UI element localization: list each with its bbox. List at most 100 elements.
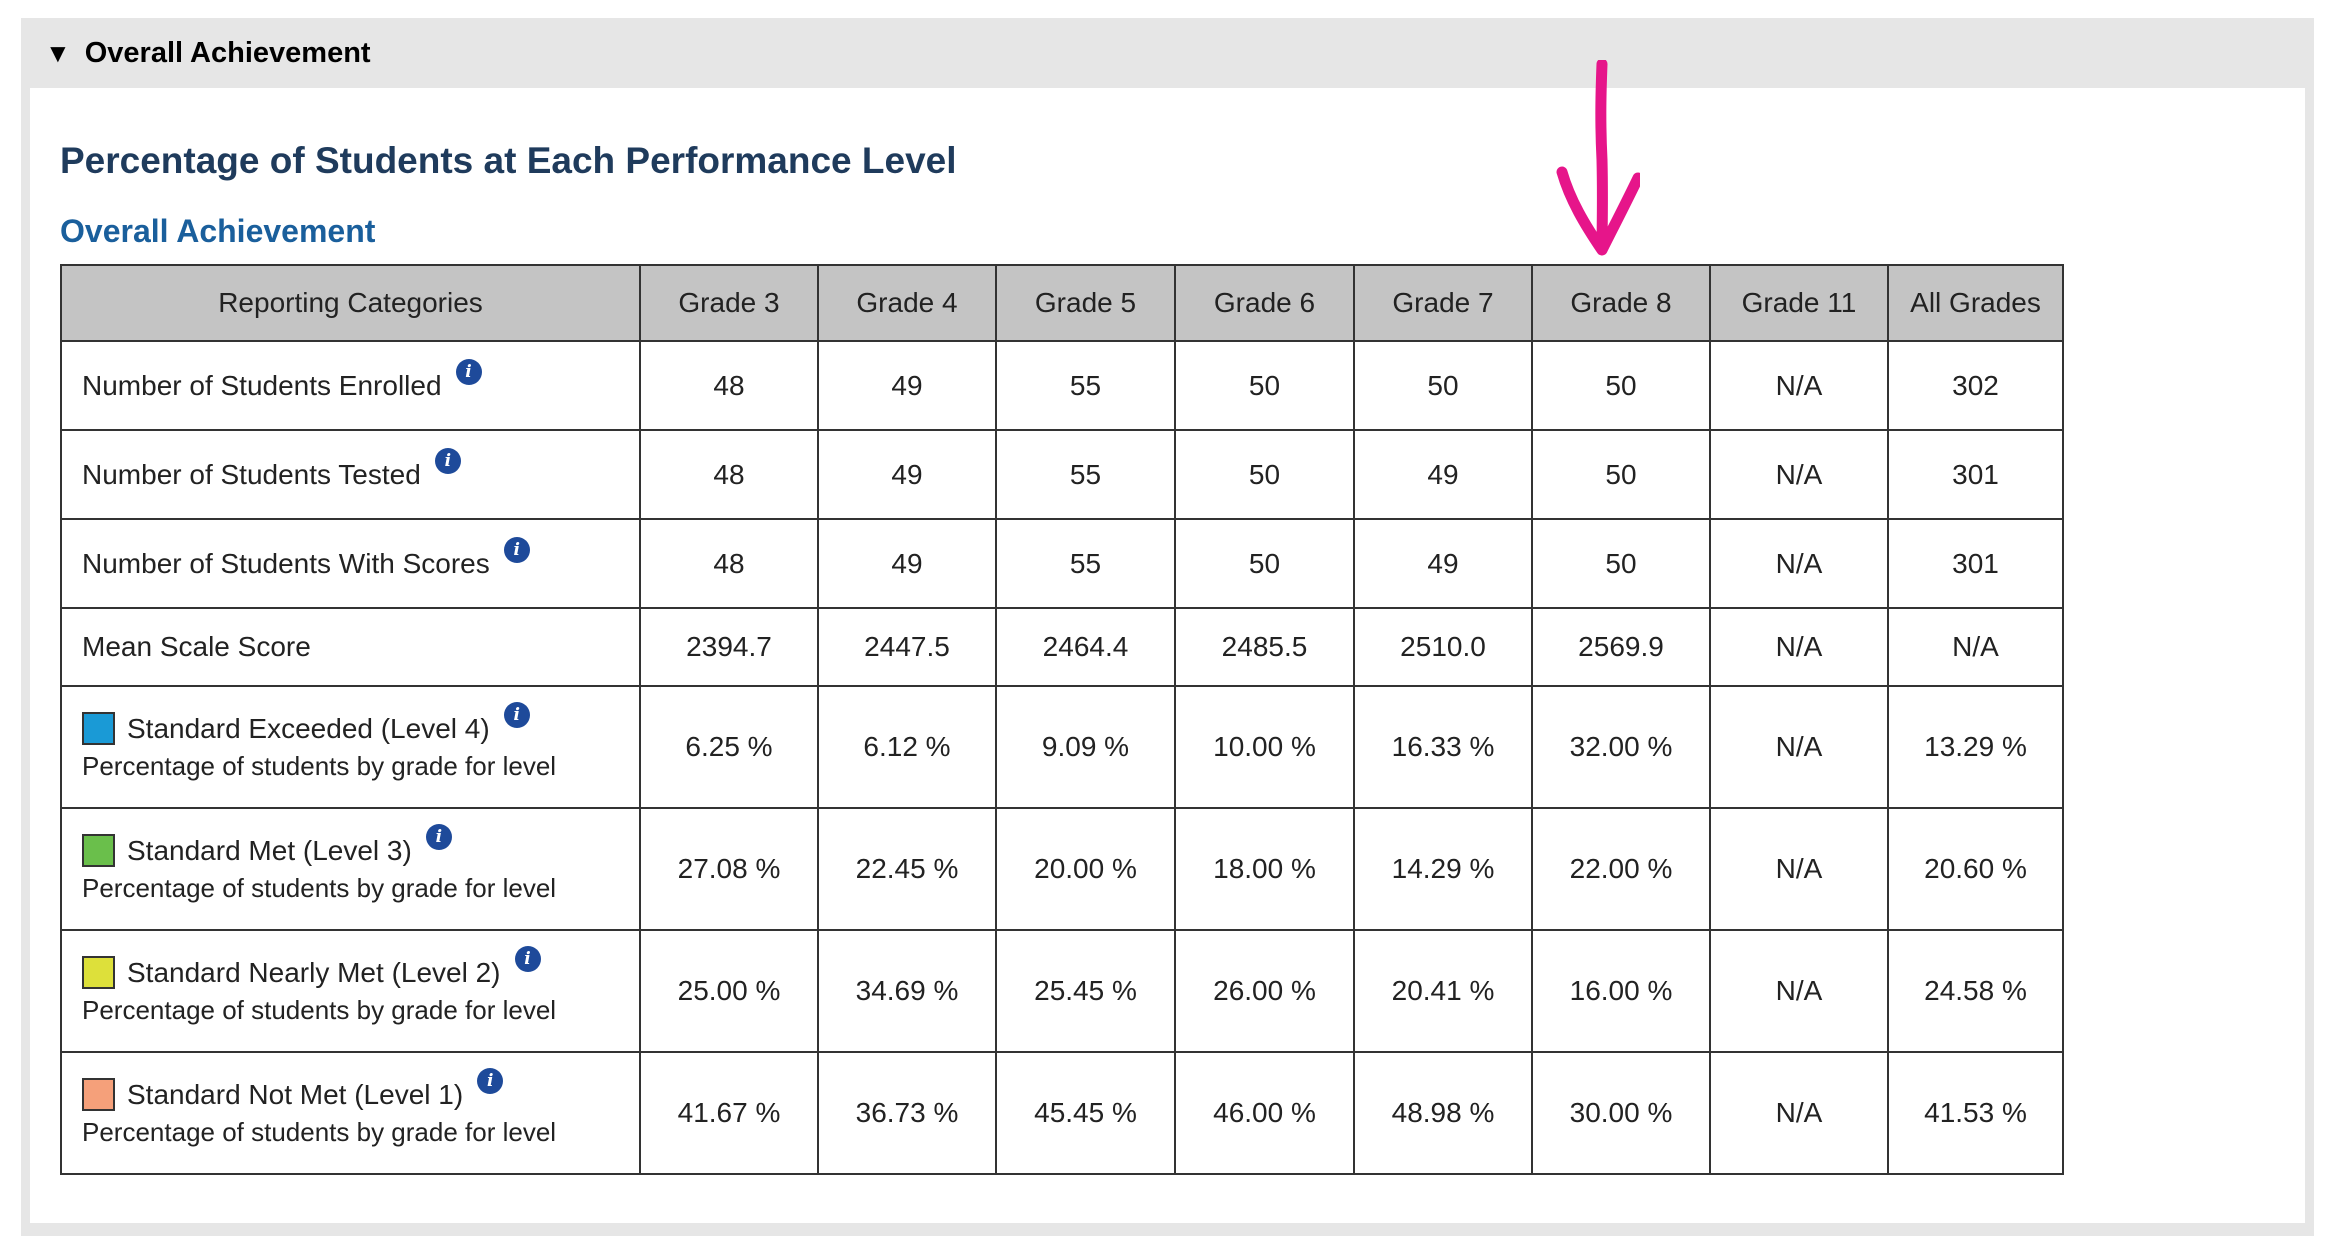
table-cell: 46.00 % [1174,1051,1355,1175]
level-2-color-swatch [82,956,115,989]
table-cell: 49 [817,340,997,431]
level-1-color-swatch [82,1078,115,1111]
row-label-cell: Number of Students Tested i [60,429,641,520]
header-grade-7: Grade 7 [1353,264,1533,342]
table-cell: 26.00 % [1174,929,1355,1053]
table-cell: 13.29 % [1887,685,2064,809]
table-cell: 36.73 % [817,1051,997,1175]
info-icon[interactable]: i [503,701,530,728]
table-cell: 2510.0 [1353,607,1533,687]
table-cell: 2464.4 [995,607,1176,687]
table-cell: N/A [1709,929,1889,1053]
info-icon[interactable]: i [503,536,530,563]
header-grade-5: Grade 5 [995,264,1176,342]
row-label-cell: Mean Scale Score [60,607,641,687]
table-cell: 14.29 % [1353,807,1533,931]
table-header-row: Reporting Categories Grade 3 Grade 4 Gra… [60,264,2064,342]
table-cell: 55 [995,340,1176,431]
table-cell: 50 [1531,429,1711,520]
table-cell: N/A [1709,685,1889,809]
table-cell: 2394.7 [639,607,819,687]
row-label: Standard Met (Level 3) [127,834,412,866]
table-cell: 50 [1531,340,1711,431]
table-cell: 6.25 % [639,685,819,809]
collapse-triangle-icon[interactable]: ▼ [45,38,71,68]
table-cell: 2447.5 [817,607,997,687]
level-3-color-swatch [82,834,115,867]
table-row-with-scores: Number of Students With Scores i 48 49 5… [60,518,2064,609]
table-cell: N/A [1709,429,1889,520]
row-label-cell: Standard Met (Level 3) i Percentage of s… [60,807,641,931]
row-label-cell: Standard Not Met (Level 1) i Percentage … [60,1051,641,1175]
table-cell: 49 [817,429,997,520]
table-cell: N/A [1709,1051,1889,1175]
row-label: Standard Not Met (Level 1) [127,1078,464,1110]
header-grade-11: Grade 11 [1709,264,1889,342]
row-label: Number of Students With Scores [82,547,490,579]
header-grade-8: Grade 8 [1531,264,1711,342]
table-cell: 22.45 % [817,807,997,931]
table-cell: 48.98 % [1353,1051,1533,1175]
table-cell: 49 [1353,518,1533,609]
table-row-level-3: Standard Met (Level 3) i Percentage of s… [60,807,2064,931]
table-cell: N/A [1709,518,1889,609]
table-cell: 50 [1174,429,1355,520]
header-grade-6: Grade 6 [1174,264,1355,342]
table-cell: 18.00 % [1174,807,1355,931]
table-cell: 16.33 % [1353,685,1533,809]
table-cell: 2569.9 [1531,607,1711,687]
table-cell: 16.00 % [1531,929,1711,1053]
row-label: Standard Nearly Met (Level 2) [127,956,501,988]
page-title: Percentage of Students at Each Performan… [60,140,957,181]
table-cell: 50 [1174,340,1355,431]
table-cell: N/A [1709,340,1889,431]
section-summary-label[interactable]: Overall Achievement [84,36,371,69]
table-cell: 25.00 % [639,929,819,1053]
row-label-cell: Number of Students With Scores i [60,518,641,609]
table-row-enrolled: Number of Students Enrolled i 48 49 55 5… [60,340,2064,431]
table-cell: 20.00 % [995,807,1176,931]
table-cell: 30.00 % [1531,1051,1711,1175]
table-cell: 41.67 % [639,1051,819,1175]
table-cell: 50 [1174,518,1355,609]
info-icon[interactable]: i [477,1067,504,1094]
performance-level-table: Reporting Categories Grade 3 Grade 4 Gra… [60,264,2064,1175]
header-reporting-categories: Reporting Categories [60,264,641,342]
table-cell: 48 [639,429,819,520]
row-label: Standard Exceeded (Level 4) [127,712,490,744]
table-cell: 22.00 % [1531,807,1711,931]
table-cell: 27.08 % [639,807,819,931]
table-cell: 20.41 % [1353,929,1533,1053]
overall-achievement-section: ▼ Overall Achievement Percentage of Stud… [21,18,2314,1236]
row-label: Number of Students Enrolled [82,369,442,401]
section-content: Percentage of Students at Each Performan… [30,88,2305,1223]
table-cell: 9.09 % [995,685,1176,809]
table-cell: 32.00 % [1531,685,1711,809]
level-4-color-swatch [82,712,115,745]
table-cell: 301 [1887,429,2064,520]
table-cell: 50 [1353,340,1533,431]
table-cell: 10.00 % [1174,685,1355,809]
table-cell: 50 [1531,518,1711,609]
info-icon[interactable]: i [434,447,461,474]
table-cell: 55 [995,518,1176,609]
table-cell: 24.58 % [1887,929,2064,1053]
table-cell: N/A [1887,607,2064,687]
info-icon[interactable]: i [425,823,452,850]
row-sublabel: Percentage of students by grade for leve… [82,995,557,1025]
table-cell: 41.53 % [1887,1051,2064,1175]
overall-achievement-toggle[interactable]: ▼ Overall Achievement [21,18,2314,88]
table-cell: 49 [1353,429,1533,520]
info-icon[interactable]: i [455,358,482,385]
row-label-cell: Number of Students Enrolled i [60,340,641,431]
table-row-level-2: Standard Nearly Met (Level 2) i Percenta… [60,929,2064,1053]
table-row-mean-scale-score: Mean Scale Score 2394.7 2447.5 2464.4 24… [60,607,2064,687]
row-label-cell: Standard Exceeded (Level 4) i Percentage… [60,685,641,809]
info-icon[interactable]: i [514,945,541,972]
table-cell: 34.69 % [817,929,997,1053]
row-label: Number of Students Tested [82,458,421,490]
table-row-tested: Number of Students Tested i 48 49 55 50 … [60,429,2064,520]
header-all-grades: All Grades [1887,264,2064,342]
table-cell: N/A [1709,807,1889,931]
row-sublabel: Percentage of students by grade for leve… [82,873,557,903]
